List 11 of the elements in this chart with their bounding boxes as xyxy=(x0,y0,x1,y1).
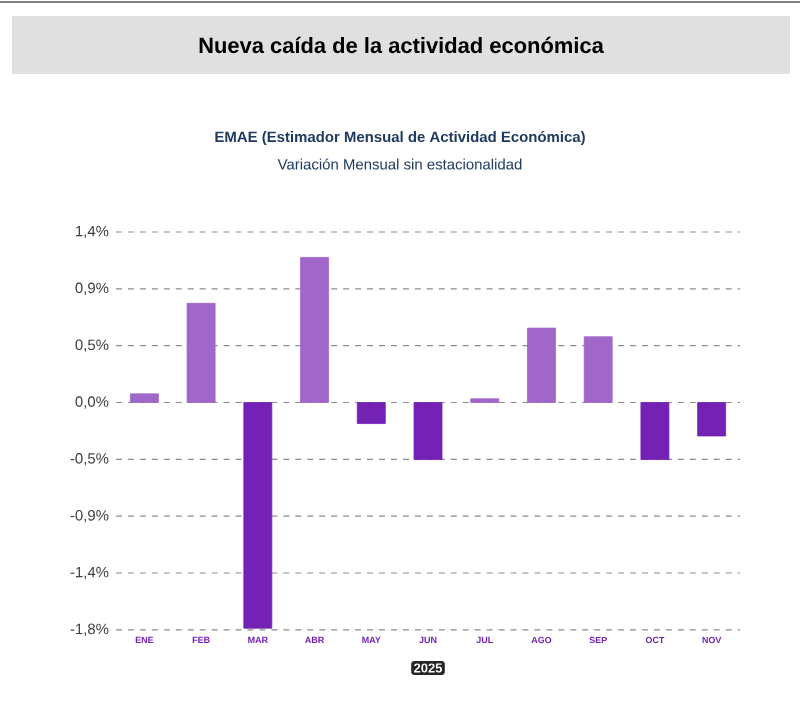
chart-title: Nueva caída de la actividad económica xyxy=(199,36,604,54)
bar xyxy=(583,336,613,403)
bar xyxy=(697,402,727,437)
bar xyxy=(356,402,386,424)
bar xyxy=(413,402,443,460)
bar xyxy=(527,327,556,403)
bar xyxy=(300,257,329,403)
bar xyxy=(129,393,159,403)
bar xyxy=(243,402,273,629)
bar xyxy=(186,302,216,403)
bar xyxy=(640,402,670,460)
